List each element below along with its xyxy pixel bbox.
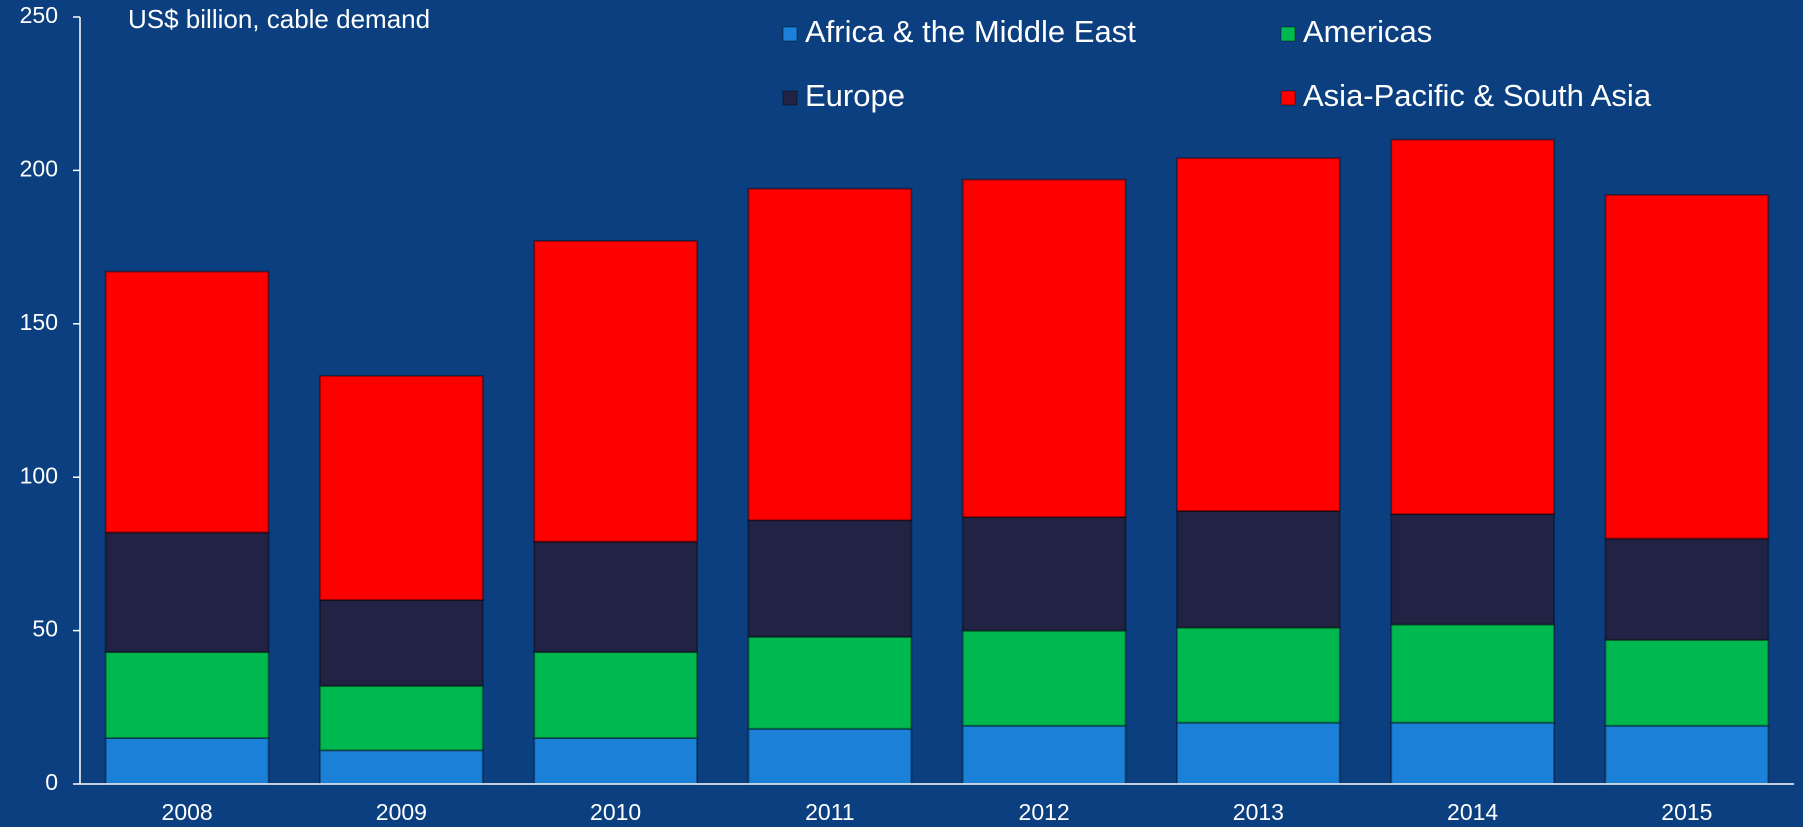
bar-segment: [1604, 537, 1770, 641]
bar-segment: [533, 651, 699, 739]
bar-segment: [1390, 721, 1556, 786]
bar-segment: [747, 635, 913, 730]
x-tick-label: 2008: [162, 799, 213, 825]
bar-segment: [1604, 724, 1770, 786]
x-tick-label: 2012: [1019, 799, 1070, 825]
bar-segment: [1390, 138, 1556, 516]
y-tick-label: 150: [20, 309, 58, 335]
bar-segment: [1390, 623, 1556, 724]
legend-swatch: [1280, 26, 1296, 42]
chart-subtitle: US$ billion, cable demand: [128, 4, 430, 34]
bar-segment: [747, 187, 913, 522]
legend-label: Africa & the Middle East: [805, 14, 1136, 49]
bar-segment: [318, 598, 484, 687]
legend-swatch: [1280, 90, 1296, 106]
bar-segment: [104, 531, 270, 654]
bar-segment: [1390, 513, 1556, 626]
bar-segment: [1175, 721, 1341, 786]
bar-segment: [318, 749, 484, 786]
bar-segment: [747, 727, 913, 785]
x-tick-label: 2010: [590, 799, 641, 825]
x-tick-label: 2009: [376, 799, 427, 825]
bar-segment: [1604, 193, 1770, 540]
bar-segment: [533, 736, 699, 785]
bar-segment: [1175, 157, 1341, 512]
x-tick-label: 2011: [805, 799, 854, 825]
legend-swatch: [782, 90, 798, 106]
legend-label: Americas: [1303, 14, 1432, 49]
bar-segment: [1175, 626, 1341, 724]
bar-segment: [1175, 509, 1341, 629]
legend-label: Asia-Pacific & South Asia: [1303, 78, 1652, 113]
y-tick-label: 100: [20, 462, 58, 488]
bar-segment: [961, 724, 1127, 786]
x-tick-label: 2013: [1233, 799, 1284, 825]
bar-segment: [533, 540, 699, 654]
y-tick-label: 250: [20, 2, 58, 28]
bar-segment: [961, 178, 1127, 519]
legend-swatch: [782, 26, 798, 42]
bar-segment: [318, 684, 484, 752]
bar-segment: [104, 270, 270, 534]
bar-segment: [104, 651, 270, 739]
y-tick-label: 0: [45, 769, 58, 795]
x-tick-label: 2015: [1661, 799, 1712, 825]
bar-segment: [961, 629, 1127, 727]
y-tick-label: 200: [20, 155, 58, 181]
x-tick-label: 2014: [1447, 799, 1498, 825]
y-tick-label: 50: [32, 616, 58, 642]
bar-segment: [533, 239, 699, 543]
bar-segment: [104, 736, 270, 785]
legend-label: Europe: [805, 78, 905, 113]
bar-segment: [961, 516, 1127, 632]
bar-segment: [1604, 638, 1770, 727]
bar-segment: [747, 519, 913, 638]
bar-segment: [318, 374, 484, 601]
